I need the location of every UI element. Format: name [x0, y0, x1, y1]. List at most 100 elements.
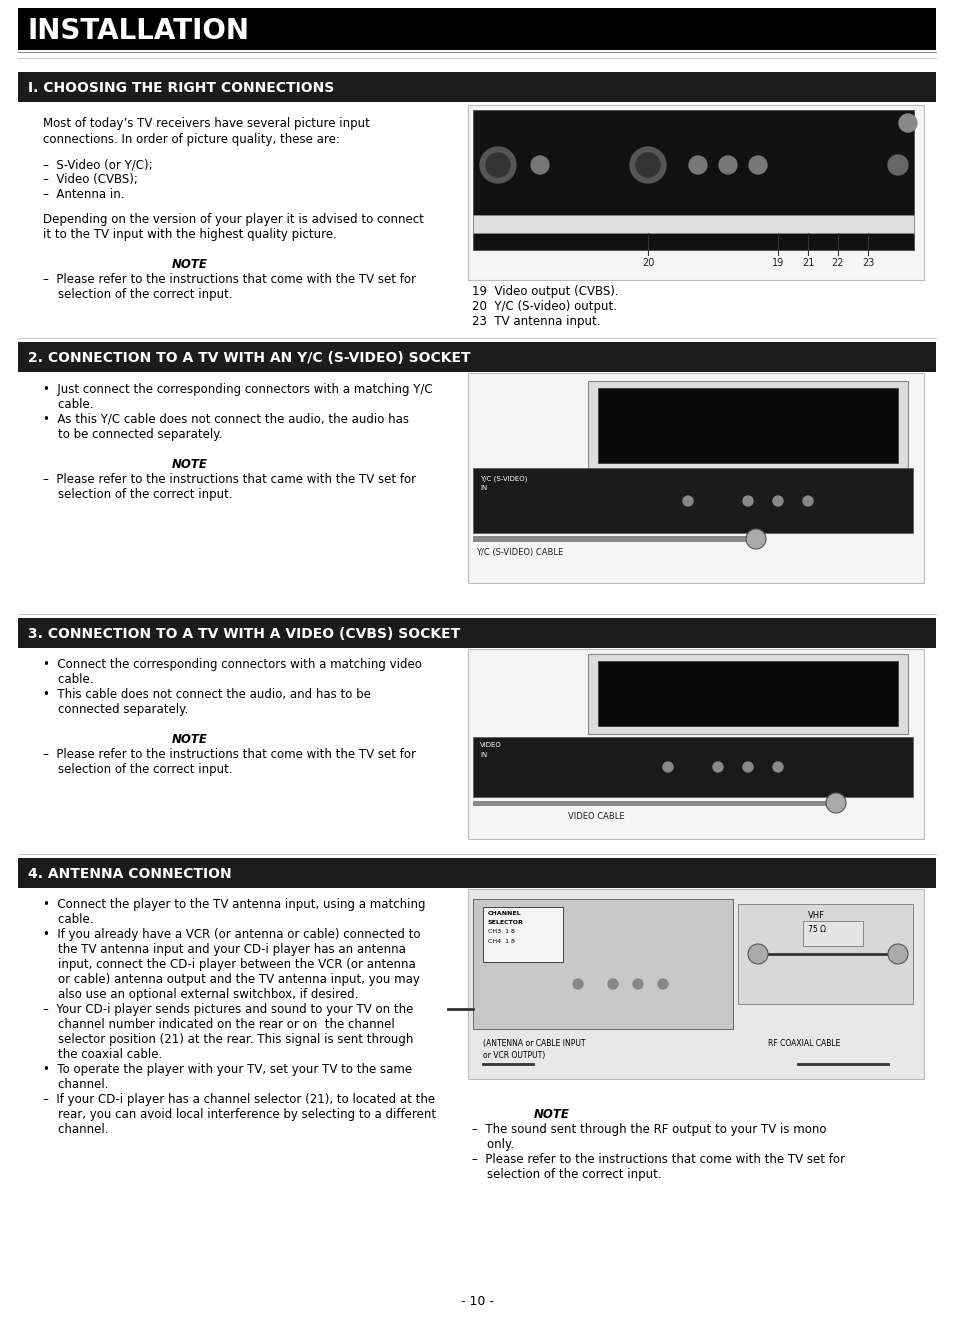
Text: VHF: VHF	[807, 911, 824, 920]
Text: (ANTENNA or CABLE INPUT: (ANTENNA or CABLE INPUT	[482, 1038, 585, 1048]
Text: 2. CONNECTION TO A TV WITH AN Y/C (S-VIDEO) SOCKET: 2. CONNECTION TO A TV WITH AN Y/C (S-VID…	[28, 352, 470, 365]
Circle shape	[629, 147, 665, 183]
Circle shape	[658, 979, 667, 989]
Bar	[598, 388, 897, 463]
Circle shape	[719, 155, 737, 174]
Text: channel.: channel.	[43, 1123, 109, 1135]
Text: –  S-Video (or Y/C);: – S-Video (or Y/C);	[43, 158, 152, 171]
Circle shape	[742, 495, 752, 506]
Text: channel number indicated on the rear or on  the channel: channel number indicated on the rear or …	[43, 1019, 395, 1031]
Text: 20  Y/C (S-video) output.: 20 Y/C (S-video) output.	[472, 300, 617, 313]
Text: NOTE: NOTE	[534, 1108, 570, 1121]
Bar	[473, 801, 832, 806]
Text: –  Please refer to the instructions that come with the TV set for: – Please refer to the instructions that …	[472, 1153, 844, 1166]
Bar	[18, 72, 935, 102]
Text: •  Just connect the corresponding connectors with a matching Y/C: • Just connect the corresponding connect…	[43, 382, 432, 396]
Text: 22: 22	[831, 258, 843, 268]
Text: 23  TV antenna input.: 23 TV antenna input.	[472, 315, 600, 328]
Circle shape	[747, 944, 767, 964]
Bar	[468, 649, 923, 839]
Circle shape	[485, 153, 510, 177]
Text: 19  Video output (CVBS).: 19 Video output (CVBS).	[472, 286, 618, 297]
Bar	[473, 899, 732, 1029]
Circle shape	[772, 495, 782, 506]
Bar	[473, 110, 913, 250]
Text: •  Connect the corresponding connectors with a matching video: • Connect the corresponding connectors w…	[43, 657, 421, 671]
Text: 19: 19	[771, 258, 783, 268]
Bar	[482, 907, 562, 961]
Text: IN: IN	[479, 752, 487, 758]
Text: NOTE: NOTE	[172, 258, 208, 271]
Text: •  This cable does not connect the audio, and has to be: • This cable does not connect the audio,…	[43, 688, 371, 701]
Text: cable.: cable.	[43, 398, 93, 410]
Circle shape	[662, 762, 672, 772]
Circle shape	[742, 762, 752, 772]
Text: selection of the correct input.: selection of the correct input.	[472, 1169, 661, 1181]
Bar	[738, 904, 912, 1004]
Circle shape	[712, 762, 722, 772]
Text: VIDEO: VIDEO	[479, 742, 501, 748]
Text: selection of the correct input.: selection of the correct input.	[43, 487, 233, 501]
Circle shape	[636, 153, 659, 177]
Text: 23: 23	[861, 258, 873, 268]
Text: connected separately.: connected separately.	[43, 703, 188, 716]
Text: Depending on the version of your player it is advised to connect: Depending on the version of your player …	[43, 212, 423, 226]
Bar	[18, 8, 935, 50]
Bar	[468, 888, 923, 1078]
Text: - 10 -: - 10 -	[460, 1295, 493, 1308]
Circle shape	[607, 979, 618, 989]
Text: selection of the correct input.: selection of the correct input.	[43, 764, 233, 776]
Text: I. CHOOSING THE RIGHT CONNECTIONS: I. CHOOSING THE RIGHT CONNECTIONS	[28, 81, 334, 96]
Text: –  Please refer to the instructions that came with the TV set for: – Please refer to the instructions that …	[43, 473, 416, 486]
Text: –  Your CD-i player sends pictures and sound to your TV on the: – Your CD-i player sends pictures and so…	[43, 1003, 413, 1016]
Text: –  Please refer to the instructions that come with the TV set for: – Please refer to the instructions that …	[43, 748, 416, 761]
Text: •  To operate the player with your TV, set your TV to the same: • To operate the player with your TV, se…	[43, 1062, 412, 1076]
Text: or VCR OUTPUT): or VCR OUTPUT)	[482, 1050, 545, 1060]
Text: Y/C (S-VIDEO): Y/C (S-VIDEO)	[479, 475, 527, 482]
Circle shape	[745, 529, 765, 548]
Bar	[473, 737, 912, 797]
Text: 3. CONNECTION TO A TV WITH A VIDEO (CVBS) SOCKET: 3. CONNECTION TO A TV WITH A VIDEO (CVBS…	[28, 628, 459, 641]
Text: connections. In order of picture quality, these are:: connections. In order of picture quality…	[43, 133, 339, 146]
Text: to be connected separately.: to be connected separately.	[43, 428, 222, 441]
Circle shape	[688, 155, 706, 174]
Text: IN: IN	[479, 485, 487, 491]
Bar	[587, 653, 907, 734]
Circle shape	[887, 155, 907, 175]
Text: NOTE: NOTE	[172, 458, 208, 471]
Text: SELECTOR: SELECTOR	[488, 920, 523, 926]
Text: –  Please refer to the instructions that come with the TV set for: – Please refer to the instructions that …	[43, 274, 416, 286]
Circle shape	[748, 155, 766, 174]
Bar	[802, 922, 862, 946]
Text: also use an optional external switchbox, if desired.: also use an optional external switchbox,…	[43, 988, 358, 1001]
Text: cable.: cable.	[43, 673, 93, 687]
Text: RF COAXIAL CABLE: RF COAXIAL CABLE	[767, 1038, 840, 1048]
Bar	[18, 343, 935, 372]
Bar	[473, 215, 913, 232]
Text: INSTALLATION: INSTALLATION	[28, 17, 250, 45]
Text: 21: 21	[801, 258, 813, 268]
Text: –  Video (CVBS);: – Video (CVBS);	[43, 173, 137, 186]
Text: CH4  1 8: CH4 1 8	[488, 939, 515, 944]
Bar	[18, 858, 935, 888]
Text: Most of today’s TV receivers have several picture input: Most of today’s TV receivers have severa…	[43, 117, 370, 130]
Text: only.: only.	[472, 1138, 514, 1151]
Text: Y/C (S-VIDEO) CABLE: Y/C (S-VIDEO) CABLE	[476, 548, 562, 556]
Text: •  Connect the player to the TV antenna input, using a matching: • Connect the player to the TV antenna i…	[43, 898, 425, 911]
Text: it to the TV input with the highest quality picture.: it to the TV input with the highest qual…	[43, 228, 336, 240]
Text: CH3  1 8: CH3 1 8	[488, 930, 515, 934]
Circle shape	[531, 155, 548, 174]
Bar	[473, 467, 912, 533]
Text: –  If your CD-i player has a channel selector (21), to located at the: – If your CD-i player has a channel sele…	[43, 1093, 435, 1106]
Text: •  If you already have a VCR (or antenna or cable) connected to: • If you already have a VCR (or antenna …	[43, 928, 420, 942]
Text: 20: 20	[641, 258, 654, 268]
Text: the TV antenna input and your CD-i player has an antenna: the TV antenna input and your CD-i playe…	[43, 943, 405, 956]
Circle shape	[682, 495, 692, 506]
Circle shape	[898, 114, 916, 131]
Text: selector position (21) at the rear. This signal is sent through: selector position (21) at the rear. This…	[43, 1033, 413, 1046]
Text: NOTE: NOTE	[172, 733, 208, 746]
Text: the coaxial cable.: the coaxial cable.	[43, 1048, 162, 1061]
Text: cable.: cable.	[43, 914, 93, 926]
Circle shape	[887, 944, 907, 964]
Bar	[587, 381, 907, 471]
